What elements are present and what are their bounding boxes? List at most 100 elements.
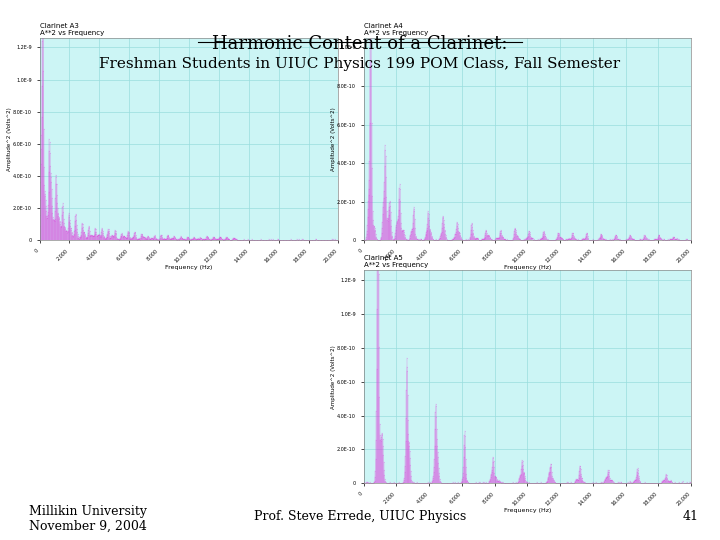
Point	[561, 478, 572, 487]
Point	[423, 479, 434, 488]
Point	[45, 178, 57, 186]
Point	[608, 235, 620, 244]
Point	[431, 425, 442, 434]
Point	[96, 224, 108, 233]
Point	[86, 231, 97, 239]
Point	[518, 235, 530, 244]
Point	[321, 236, 333, 245]
Point	[606, 476, 618, 485]
Point	[584, 236, 595, 245]
Point	[642, 479, 653, 488]
Point	[498, 234, 509, 243]
Point	[369, 476, 380, 485]
Point	[436, 479, 447, 488]
Point	[580, 230, 592, 238]
Point	[251, 235, 263, 244]
Point	[374, 393, 385, 401]
Point	[665, 234, 676, 243]
Point	[630, 474, 642, 483]
Point	[639, 478, 650, 487]
Point	[614, 479, 626, 488]
Point	[259, 235, 271, 244]
Point	[675, 236, 687, 245]
Point	[313, 235, 325, 244]
Point	[374, 431, 386, 440]
Point	[392, 216, 403, 225]
Point	[520, 475, 531, 484]
Point	[148, 233, 160, 241]
Point	[606, 476, 617, 484]
Point	[473, 235, 485, 244]
Point	[407, 479, 418, 488]
Point	[482, 232, 493, 240]
Point	[213, 234, 225, 243]
Point	[534, 235, 545, 244]
Point	[242, 235, 253, 244]
Point	[287, 235, 299, 244]
Point	[505, 235, 517, 244]
Point	[393, 479, 405, 488]
Point	[377, 442, 389, 450]
Point	[676, 236, 688, 245]
Point	[384, 478, 395, 487]
Point	[269, 236, 280, 245]
Point	[523, 478, 535, 487]
Point	[364, 479, 375, 488]
Point	[618, 478, 630, 487]
Point	[508, 227, 520, 235]
Point	[480, 478, 492, 487]
Point	[417, 479, 428, 488]
Point	[367, 478, 379, 487]
Point	[37, 37, 48, 46]
Point	[480, 231, 491, 240]
Point	[543, 472, 554, 481]
Point	[78, 229, 90, 238]
Point	[423, 207, 434, 216]
Point	[432, 448, 444, 456]
Point	[620, 479, 631, 488]
Point	[166, 234, 178, 242]
Point	[602, 236, 613, 245]
Point	[647, 236, 658, 245]
Point	[179, 235, 190, 244]
Point	[580, 234, 591, 242]
Point	[665, 235, 676, 244]
Point	[521, 478, 533, 487]
Point	[625, 232, 636, 240]
Point	[266, 236, 278, 245]
Point	[579, 235, 590, 244]
Point	[544, 235, 555, 244]
Point	[383, 478, 395, 487]
Point	[217, 235, 228, 244]
Point	[58, 214, 69, 223]
Point	[327, 235, 338, 244]
Point	[614, 479, 626, 488]
Point	[498, 479, 509, 488]
Point	[618, 236, 630, 245]
Point	[621, 235, 632, 244]
Point	[482, 478, 493, 487]
Point	[658, 476, 670, 484]
Point	[141, 235, 153, 244]
Point	[447, 234, 459, 243]
Point	[526, 234, 537, 242]
Point	[160, 234, 171, 243]
Point	[149, 231, 161, 240]
Point	[523, 478, 534, 487]
Point	[359, 479, 370, 488]
Point	[444, 479, 456, 488]
Point	[366, 479, 377, 488]
Point	[271, 235, 283, 244]
Point	[665, 235, 677, 244]
Point	[471, 478, 482, 487]
Point	[117, 232, 129, 240]
Point	[517, 236, 528, 245]
Point	[592, 235, 603, 244]
Point	[618, 478, 629, 487]
Point	[654, 478, 665, 487]
Point	[459, 427, 470, 435]
Point	[106, 232, 117, 240]
Point	[419, 234, 431, 242]
Point	[405, 461, 416, 470]
Point	[243, 236, 254, 245]
